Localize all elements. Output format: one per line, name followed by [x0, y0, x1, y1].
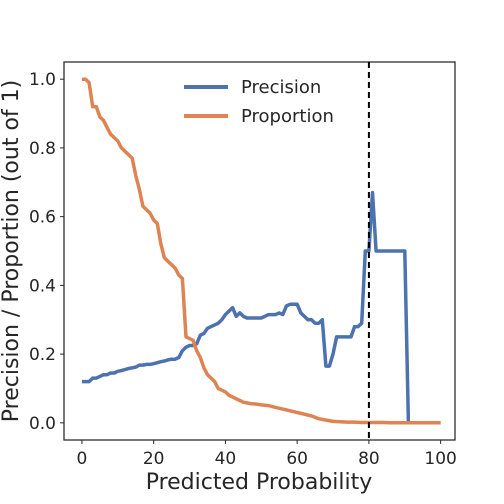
y-tick-labels: 0.0 0.2 0.4 0.6 0.8 1.0 [29, 70, 64, 434]
y-tick-label: 0.8 [29, 139, 56, 159]
legend-label-precision: Precision [241, 77, 321, 98]
series-lines [81, 77, 441, 425]
x-tick-label: 20 [143, 449, 165, 469]
x-tick-label: 40 [215, 449, 237, 469]
y-tick-label: 0.4 [29, 276, 56, 296]
x-tick-labels: 0 20 40 60 80 100 [77, 440, 457, 469]
legend: Precision Proportion [184, 77, 334, 127]
series-line-proportion [81, 77, 441, 425]
x-tick-label: 100 [424, 449, 456, 469]
series-line-precision [81, 190, 411, 423]
y-tick-label: 1.0 [29, 70, 56, 90]
y-tick-label: 0.2 [29, 345, 56, 365]
x-tick-label: 0 [77, 449, 88, 469]
x-tick-label: 60 [286, 449, 308, 469]
x-tick-label: 80 [358, 449, 380, 469]
y-tick-label: 0.6 [29, 208, 56, 228]
y-axis-title: Precision / Proportion (out of 1) [0, 80, 24, 422]
legend-label-proportion: Proportion [241, 106, 334, 127]
y-tick-label: 0.0 [29, 414, 56, 434]
x-axis-title: Predicted Probability [146, 470, 373, 495]
